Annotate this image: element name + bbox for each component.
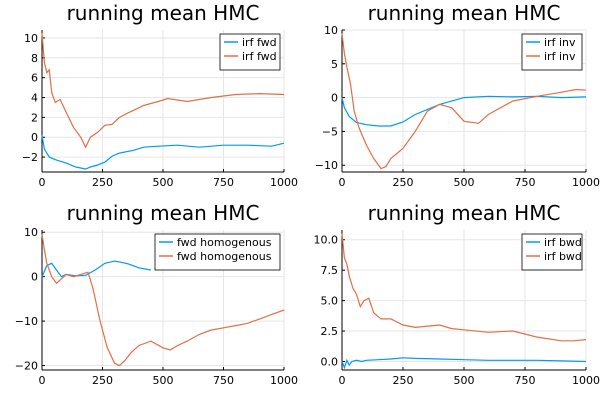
y-tick-label: −10	[15, 315, 38, 328]
legend-box	[154, 233, 281, 271]
y-tick-label: 0	[331, 92, 338, 105]
legend-box	[521, 33, 583, 71]
x-tick-label: 1000	[572, 176, 600, 189]
x-tick-label: 750	[515, 176, 536, 189]
subplot-2: running mean HMC 0 250 500 750 1000 −10 −5 0 5 10 i…	[315, 1, 600, 189]
legend-box	[521, 233, 583, 271]
legend-label: fwd homogenous	[177, 250, 272, 263]
x-tick-label: 750	[515, 374, 536, 387]
chart-title: running mean HMC	[368, 1, 561, 25]
x-tick-label: 0	[39, 374, 46, 387]
y-tick-label: 0	[31, 271, 38, 284]
legend-label: irf fwd	[242, 50, 277, 63]
chart-title: running mean HMC	[67, 1, 260, 25]
x-tick-label: 250	[393, 374, 414, 387]
y-tick-label: 2	[31, 111, 38, 124]
series-line-1	[41, 260, 152, 278]
y-tick-label: 5.0	[321, 295, 339, 308]
x-tick-label: 500	[153, 176, 174, 189]
subplot-3: running mean HMC 0 250 500 750 1000 −20 −10 0 10 f…	[15, 201, 298, 387]
x-tick-label: 500	[153, 374, 174, 387]
y-tick-label: 10.0	[314, 234, 339, 247]
y-tick-label: 10	[24, 226, 38, 239]
x-tick-label: 250	[92, 176, 113, 189]
y-tick-label: 0	[31, 131, 38, 144]
legend-label: fwd homogenous	[177, 236, 272, 249]
series-line-2	[341, 233, 587, 342]
y-tick-label: 0.0	[321, 355, 339, 368]
y-tick-label: 8	[31, 52, 38, 65]
x-tick-label: 250	[92, 374, 113, 387]
x-tick-label: 250	[393, 176, 414, 189]
series-line-2	[341, 33, 587, 170]
y-tick-label: 6	[31, 72, 38, 85]
y-tick-label: −2	[22, 151, 38, 164]
series-line-1	[41, 135, 285, 170]
legend-label: irf inv	[544, 36, 576, 49]
legend-label: irf bwd	[544, 250, 582, 263]
legend-label: irf inv	[544, 50, 576, 63]
y-tick-label: 5	[331, 58, 338, 71]
y-tick-label: 4	[31, 92, 38, 105]
x-tick-label: 1000	[270, 176, 298, 189]
y-tick-label: 10	[24, 32, 38, 45]
x-tick-label: 0	[39, 176, 46, 189]
series-line-2	[41, 234, 285, 367]
y-tick-label: −5	[322, 125, 338, 138]
subplot-4: running mean HMC 0 250 500 750 1000 0.0 2.5 5.0 7…	[314, 201, 600, 387]
legend-box	[219, 33, 281, 71]
x-tick-label: 0	[339, 374, 346, 387]
x-tick-label: 0	[339, 176, 346, 189]
legend-label: irf bwd	[544, 236, 582, 249]
y-tick-label: 7.5	[321, 264, 339, 277]
y-tick-label: 10	[324, 24, 338, 37]
y-tick-label: −20	[15, 360, 38, 373]
x-tick-label: 1000	[572, 374, 600, 387]
chart-title: running mean HMC	[67, 201, 260, 225]
chart-title: running mean HMC	[368, 201, 561, 225]
x-tick-label: 750	[213, 176, 234, 189]
x-tick-label: 500	[454, 374, 475, 387]
y-tick-label: 2.5	[321, 325, 339, 338]
series-line-2	[41, 32, 285, 149]
legend-label: irf fwd	[242, 36, 277, 49]
x-tick-label: 500	[454, 176, 475, 189]
series-line-1	[341, 357, 587, 370]
x-tick-label: 1000	[270, 374, 298, 387]
series-line-1	[341, 95, 587, 127]
x-tick-label: 750	[213, 374, 234, 387]
y-tick-label: −10	[315, 159, 338, 172]
